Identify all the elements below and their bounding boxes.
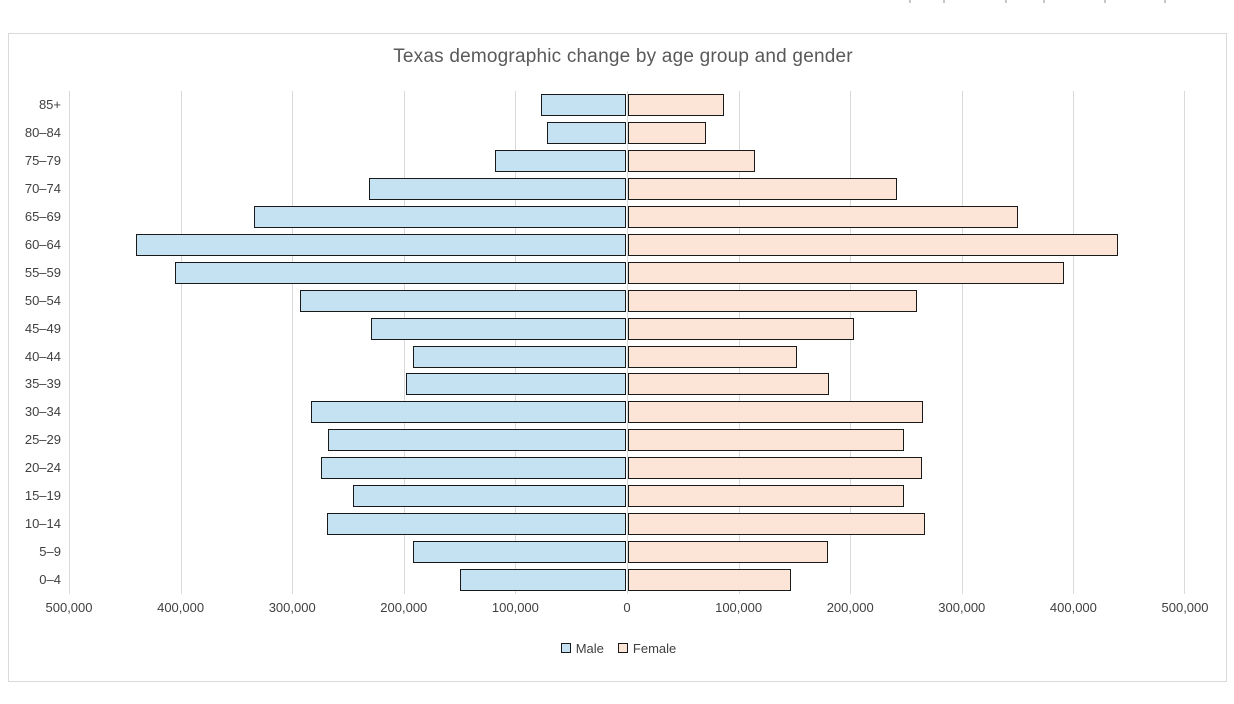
clipped-text-artifact <box>1104 0 1106 3</box>
bar-male-0–4 <box>459 569 626 591</box>
clipped-text-artifact <box>1005 0 1007 3</box>
y-axis-label: 10–14 <box>24 516 61 532</box>
y-axis-label: 55–59 <box>24 264 61 280</box>
y-axis-label: 35–39 <box>24 376 61 392</box>
gridline <box>69 91 70 594</box>
y-axis-label: 85+ <box>38 97 61 112</box>
gridline <box>404 91 405 594</box>
bar-female-10–14 <box>628 513 925 536</box>
gridline <box>292 91 293 594</box>
gridline <box>1184 91 1185 594</box>
bar-male-5–9 <box>412 541 626 564</box>
y-axis-label: 40–44 <box>24 348 61 364</box>
gridline <box>962 91 963 594</box>
legend-swatch-icon <box>617 643 628 653</box>
bar-male-15–19 <box>352 485 627 508</box>
bar-female-0–4 <box>628 569 792 591</box>
gridline <box>1073 91 1074 594</box>
x-axis-label: 200,000 <box>380 600 428 615</box>
bar-male-65–69 <box>254 205 627 228</box>
y-axis-label: 50–54 <box>24 292 61 308</box>
x-axis-label: 100,000 <box>715 600 763 615</box>
clipped-text-artifact <box>1164 0 1166 3</box>
y-axis-label: 20–24 <box>24 460 61 476</box>
bar-female-75–79 <box>628 149 756 172</box>
y-axis-label: 30–34 <box>24 404 61 420</box>
bar-female-50–54 <box>628 289 918 312</box>
y-axis-label: 5–9 <box>39 544 61 560</box>
chart-legend: Male Female <box>9 638 1228 658</box>
y-axis-label: 0–4 <box>39 572 61 587</box>
chart-title: Texas demographic change by age group an… <box>393 46 853 67</box>
legend-label: Male <box>575 640 604 656</box>
x-axis-label: 0 <box>623 600 631 615</box>
bar-male-60–64 <box>136 233 627 256</box>
legend-label: Female <box>632 640 677 656</box>
bar-female-60–64 <box>628 233 1119 256</box>
bar-male-10–14 <box>326 513 626 536</box>
bar-male-50–54 <box>300 289 626 312</box>
y-axis-label: 45–49 <box>24 320 61 336</box>
bar-female-55–59 <box>628 261 1065 284</box>
bar-male-40–44 <box>412 345 626 368</box>
bar-female-30–34 <box>628 401 923 424</box>
plot-area <box>69 91 1185 594</box>
bar-female-45–49 <box>628 317 854 340</box>
x-axis-label: 500,000 <box>45 600 93 615</box>
clipped-text-artifact <box>1043 0 1045 3</box>
y-axis-label: 80–84 <box>24 124 61 140</box>
legend-entry-female: Female <box>617 640 677 656</box>
clipped-text-artifact <box>909 0 911 3</box>
x-axis-label: 200,000 <box>826 600 874 615</box>
bar-male-35–39 <box>406 373 626 396</box>
x-axis-label: 400,000 <box>157 600 205 615</box>
bar-female-85+ <box>628 94 725 116</box>
x-axis-label: 500,000 <box>1161 600 1209 615</box>
bar-female-70–74 <box>628 177 898 200</box>
bar-female-65–69 <box>628 205 1018 228</box>
bar-male-85+ <box>541 94 627 116</box>
gridline <box>515 91 516 594</box>
bar-male-55–59 <box>175 261 626 284</box>
bar-female-80–84 <box>628 121 707 144</box>
y-axis-label: 75–79 <box>24 152 61 168</box>
gridline <box>181 91 182 594</box>
gridline <box>627 91 628 594</box>
bar-male-25–29 <box>327 429 626 452</box>
bar-male-75–79 <box>495 149 626 172</box>
x-axis-label: 300,000 <box>938 600 986 615</box>
legend-entry-male: Male <box>560 640 604 656</box>
bar-female-20–24 <box>628 457 922 480</box>
bar-female-5–9 <box>628 541 828 564</box>
bar-female-15–19 <box>628 485 904 508</box>
bar-male-20–24 <box>321 457 626 480</box>
y-axis-label: 60–64 <box>24 236 61 252</box>
bar-male-45–49 <box>371 317 626 340</box>
y-axis-label: 65–69 <box>24 208 61 224</box>
bar-male-80–84 <box>546 121 626 144</box>
x-axis-label: 300,000 <box>268 600 316 615</box>
legend-swatch-icon <box>560 643 571 653</box>
y-axis-label: 25–29 <box>24 432 61 448</box>
clipped-text-artifact <box>943 0 945 3</box>
gridline <box>739 91 740 594</box>
bar-male-70–74 <box>369 177 626 200</box>
x-axis-label: 100,000 <box>491 600 539 615</box>
bar-female-35–39 <box>628 373 829 396</box>
bar-female-40–44 <box>628 345 797 368</box>
chart-frame: Texas demographic change by age group an… <box>8 33 1227 682</box>
x-axis-label: 400,000 <box>1049 600 1097 615</box>
gridline <box>850 91 851 594</box>
y-axis-label: 70–74 <box>24 180 61 196</box>
y-axis-label: 15–19 <box>24 488 61 504</box>
bar-male-30–34 <box>311 401 626 424</box>
bar-female-25–29 <box>628 429 904 452</box>
